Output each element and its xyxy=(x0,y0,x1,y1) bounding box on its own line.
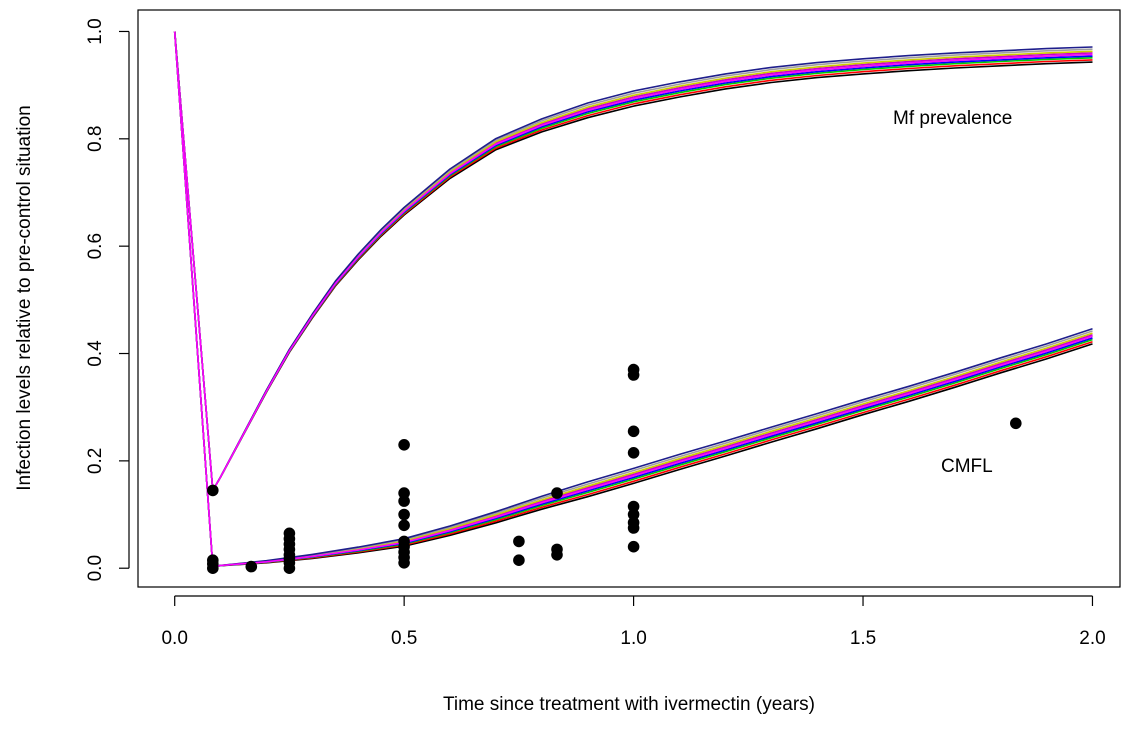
observed-point xyxy=(627,500,640,513)
plot-frame xyxy=(137,9,1121,588)
observed-point xyxy=(627,447,640,459)
mf-prevalence-curve-3 xyxy=(173,31,1093,492)
y-axis-title: Infection levels relative to pre-control… xyxy=(14,105,35,490)
observed-point xyxy=(551,487,563,499)
observed-point xyxy=(398,487,410,499)
observed-point xyxy=(398,519,410,532)
observed-point xyxy=(398,557,410,569)
observed-point xyxy=(245,560,258,573)
x-tick-label: 1.0 xyxy=(620,628,646,649)
x-axis: 0.0 0.5 1.0 1.5 2.0 xyxy=(161,595,1106,649)
y-tick-label: 1.0 xyxy=(85,18,106,44)
observed-point xyxy=(398,495,410,507)
observed-point xyxy=(1010,417,1022,430)
observed-point xyxy=(627,522,640,534)
x-tick-label: 2.0 xyxy=(1079,628,1105,649)
annotation-cmfl: CMFL xyxy=(941,456,993,477)
observed-point xyxy=(627,425,640,438)
observed-point xyxy=(551,549,563,561)
mf-prevalence-curve-9 xyxy=(173,31,1093,492)
y-tick-label: 0.8 xyxy=(85,126,106,152)
observed-point xyxy=(513,554,525,566)
y-tick-label: 0.2 xyxy=(85,448,106,474)
observed-point xyxy=(627,540,640,553)
observed-point xyxy=(513,535,525,548)
x-tick-label: 1.5 xyxy=(850,628,876,649)
y-tick-label: 0.0 xyxy=(85,555,106,581)
x-tick-label: 0.5 xyxy=(391,628,417,649)
observed-point xyxy=(207,484,219,497)
x-axis-title: Time since treatment with ivermectin (ye… xyxy=(443,694,815,715)
y-axis: 0.0 0.2 0.4 0.6 0.8 1.0 xyxy=(85,18,130,581)
observed-point xyxy=(627,369,640,381)
observed-point xyxy=(283,562,296,574)
observed-point xyxy=(398,508,410,521)
observed-point xyxy=(398,439,410,451)
y-tick-label: 0.4 xyxy=(85,340,106,367)
y-tick-label: 0.6 xyxy=(85,233,106,259)
observed-points xyxy=(207,363,1022,574)
x-tick-label: 0.0 xyxy=(161,628,187,649)
observed-point xyxy=(207,562,219,574)
observed-point xyxy=(627,508,640,521)
annotation-mf-prevalence: Mf prevalence xyxy=(893,108,1012,129)
